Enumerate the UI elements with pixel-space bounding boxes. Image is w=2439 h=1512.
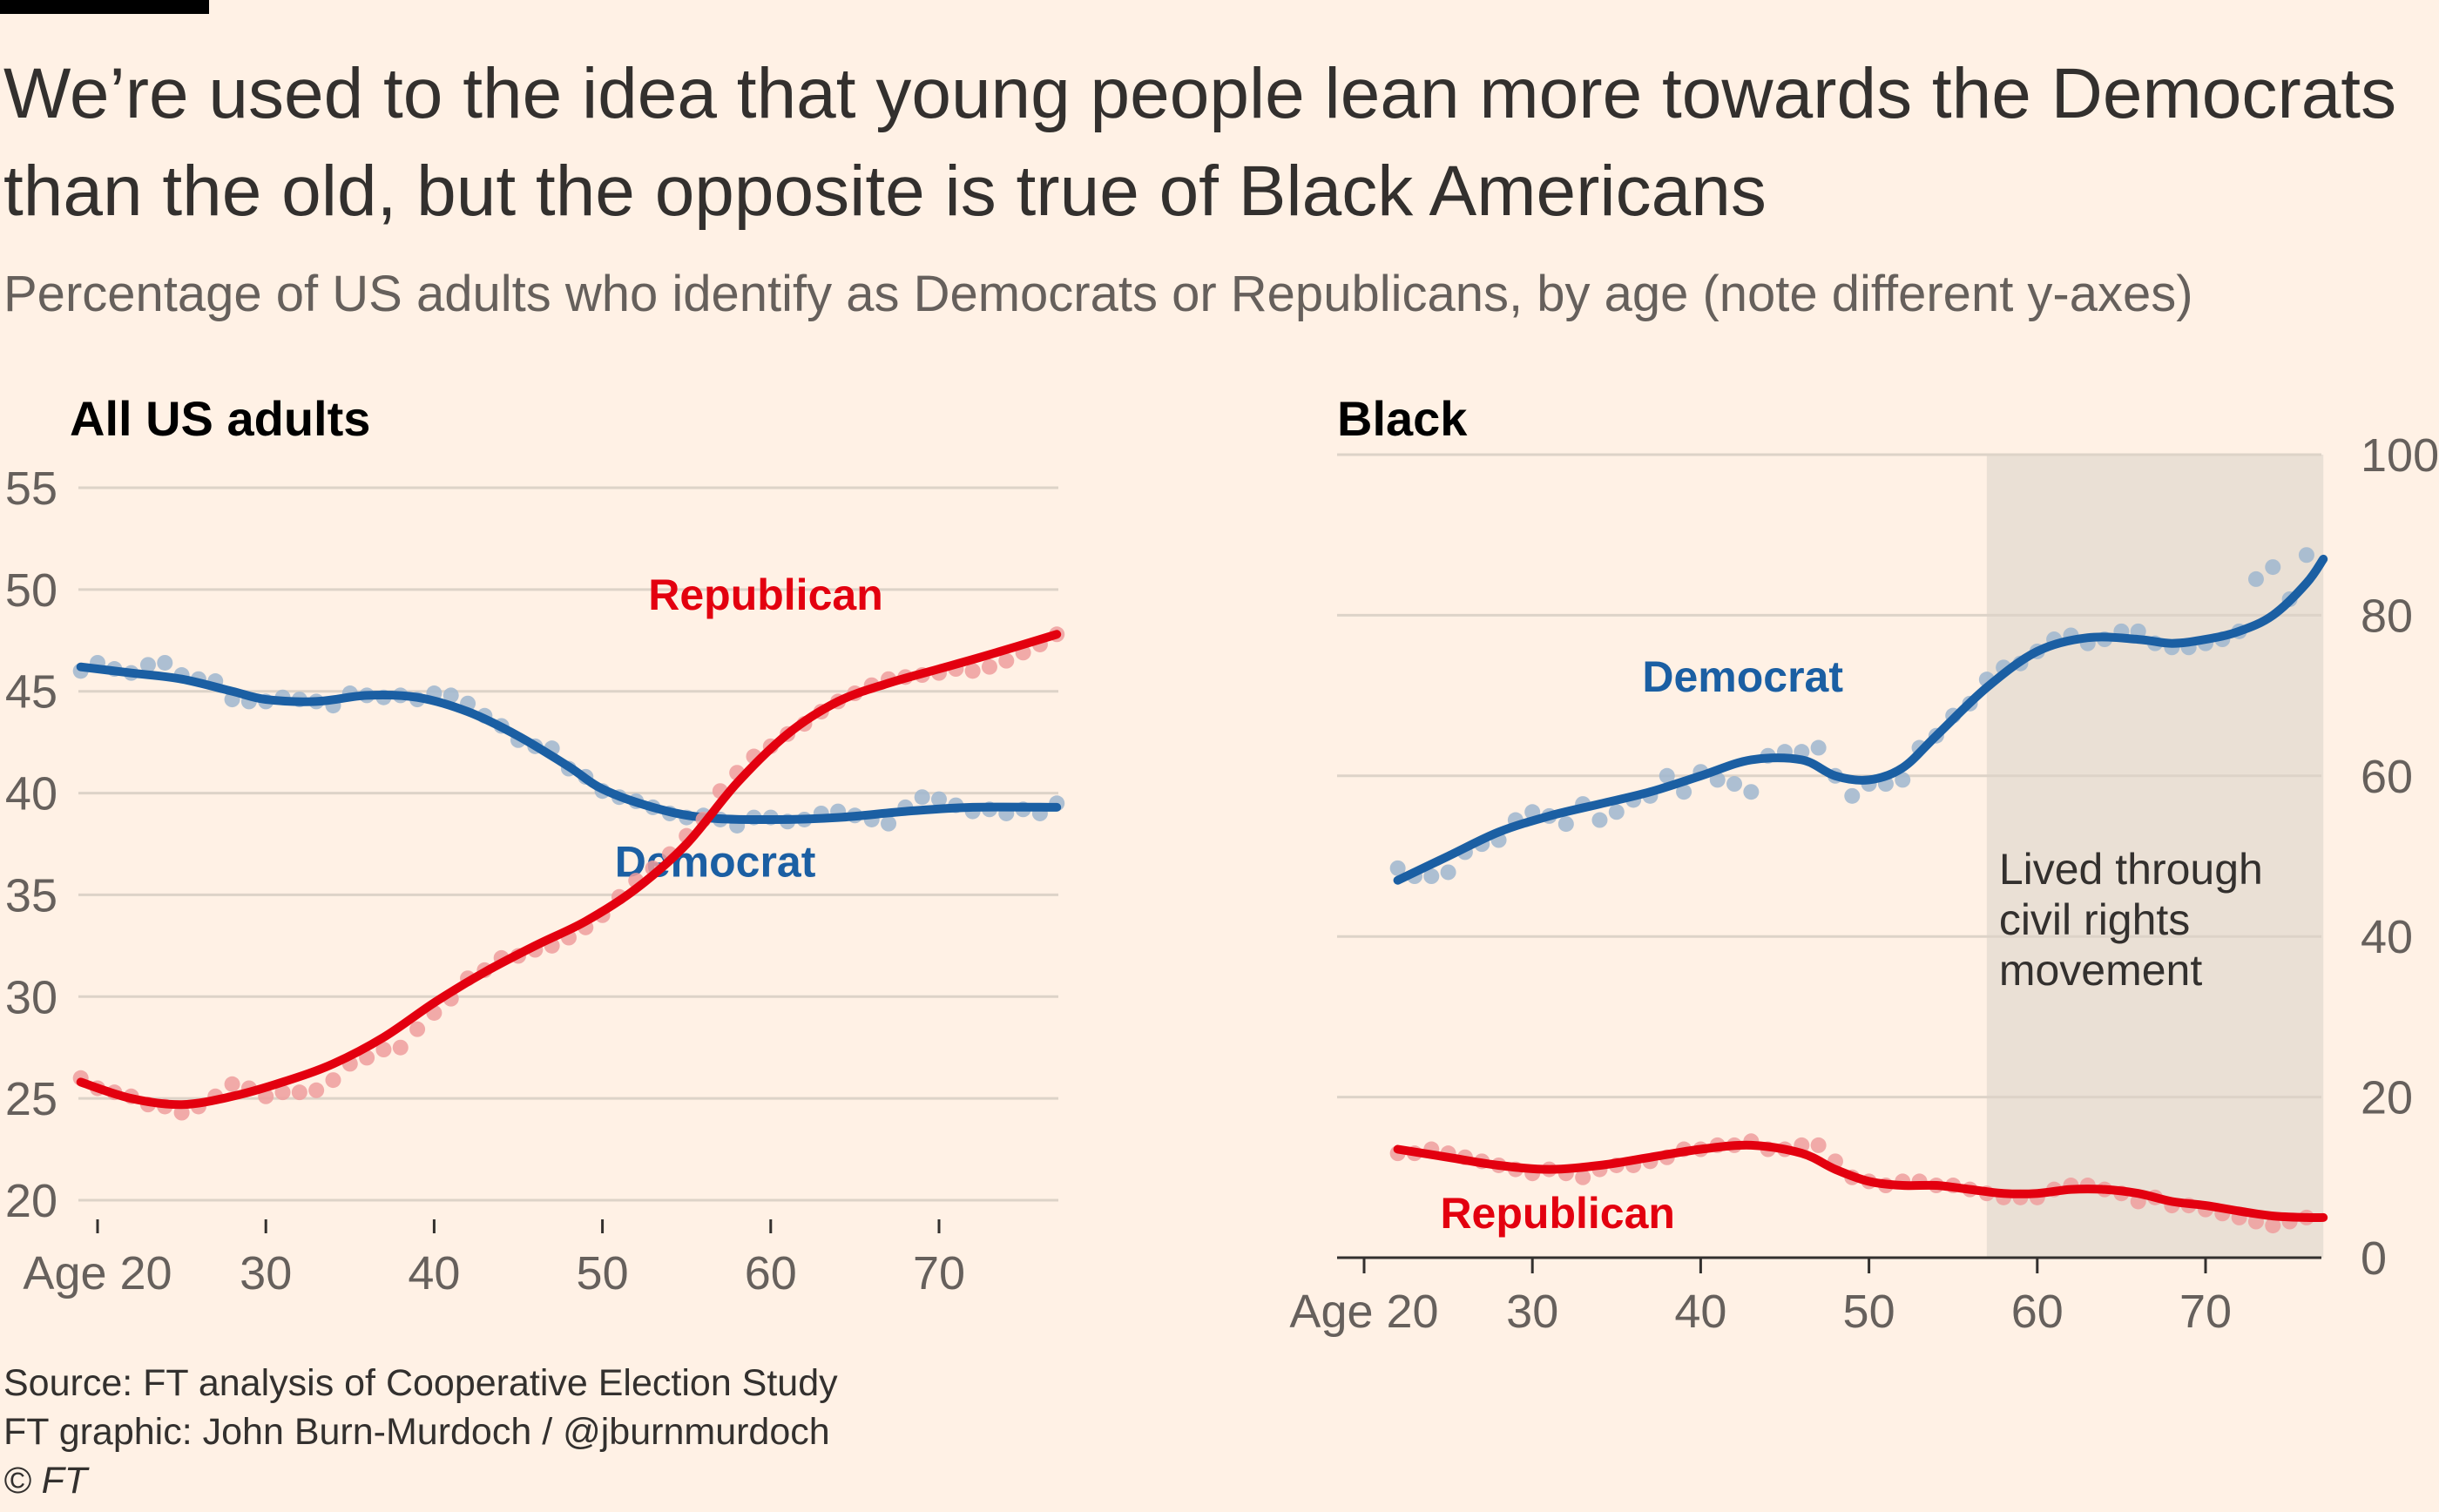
democrat-trend-line xyxy=(76,662,1062,824)
chart-title: We’re used to the idea that young people… xyxy=(3,54,2397,231)
shaded-region xyxy=(1986,455,2324,1258)
republican-data-point xyxy=(274,1084,291,1101)
x-tick-label: 40 xyxy=(1674,1286,1726,1338)
democrat-data-point xyxy=(1659,767,1675,784)
republican-data-point xyxy=(981,658,997,675)
chart-subtitle: Percentage of US adults who identify as … xyxy=(3,266,2193,322)
x-tick-label: 70 xyxy=(913,1247,965,1299)
democrat-data-point xyxy=(1810,739,1827,756)
republican-data-point xyxy=(392,1039,409,1056)
y-tick-label: 30 xyxy=(5,971,57,1023)
democrat-data-point xyxy=(1895,772,1911,788)
x-tick-label: Age 20 xyxy=(23,1247,172,1299)
democrat-data-point xyxy=(1389,860,1406,876)
y-tick-label: 50 xyxy=(5,564,57,617)
republican-data-point xyxy=(325,1072,341,1089)
y-tick-label: 100 xyxy=(2361,429,2439,482)
democrat-trend-line xyxy=(1393,554,2328,885)
republican-data-point xyxy=(409,1021,426,1037)
republican-data-point xyxy=(308,1082,325,1098)
ft-brand-bar xyxy=(0,0,209,14)
democrat-data-point xyxy=(1743,784,1760,800)
shaded-region-label: movement xyxy=(1999,946,2203,995)
x-tick-label: 30 xyxy=(240,1247,292,1299)
x-tick-label: 50 xyxy=(1843,1286,1895,1338)
republican-data-point xyxy=(998,652,1015,669)
y-tick-label: 35 xyxy=(5,869,57,921)
y-tick-label: 60 xyxy=(2361,751,2413,803)
democrat-data-point xyxy=(1591,812,1608,828)
chart-panel-all-us-adults: 20 25 30 35 40 45 50 55 Age 20 30 40 50 60 70 All US a… xyxy=(5,391,1065,1299)
democrat-data-point xyxy=(1726,776,1743,793)
x-tick-label: 30 xyxy=(1506,1286,1558,1338)
y-tick-label: 20 xyxy=(2361,1072,2413,1124)
democrat-data-point xyxy=(157,654,173,671)
y-tick-label: 20 xyxy=(5,1175,57,1227)
y-tick-label: 80 xyxy=(2361,590,2413,642)
republican-data-point xyxy=(1575,1169,1591,1185)
republican-data-point xyxy=(375,1042,392,1058)
republican-data-point xyxy=(1810,1137,1827,1153)
republican-data-point xyxy=(964,663,981,679)
x-tick-label: Age 20 xyxy=(1289,1286,1438,1338)
republican-series-label: Republican xyxy=(1440,1189,1674,1238)
graphic-credit: FT graphic: John Burn-Murdoch / @jburnmu… xyxy=(3,1411,830,1453)
y-tick-label: 40 xyxy=(5,768,57,820)
shaded-region-label: civil rights xyxy=(1999,895,2190,944)
democrat-data-point xyxy=(1608,804,1625,820)
democrat-data-point xyxy=(914,789,930,806)
y-tick-label: 40 xyxy=(2361,911,2413,963)
democrat-data-point xyxy=(1440,864,1456,881)
democrat-data-point xyxy=(2247,570,2264,587)
democrat-data-point xyxy=(1557,816,1574,833)
democrat-data-point xyxy=(931,791,947,807)
democrat-data-point xyxy=(139,657,156,673)
republican-series-label: Republican xyxy=(648,570,882,619)
source-note: Source: FT analysis of Cooperative Elect… xyxy=(3,1362,838,1404)
republican-trend-line xyxy=(76,630,1062,1110)
panel-title: All US adults xyxy=(70,391,370,446)
shaded-region-label: Lived through xyxy=(1999,845,2263,894)
republican-data-point xyxy=(291,1084,307,1101)
y-tick-label: 55 xyxy=(5,462,57,515)
republican-data-point xyxy=(2265,1218,2281,1234)
y-tick-label: 25 xyxy=(5,1073,57,1125)
republican-data-point xyxy=(224,1076,240,1092)
x-tick-label: 50 xyxy=(577,1247,629,1299)
democrat-series-label: Democrat xyxy=(1642,652,1843,701)
democrat-data-point xyxy=(1423,868,1440,885)
x-tick-label: 40 xyxy=(408,1247,460,1299)
republican-trend-line xyxy=(1393,1140,2328,1223)
x-tick-label: 60 xyxy=(745,1247,797,1299)
x-tick-label: 60 xyxy=(2011,1286,2064,1338)
footer: Source: FT analysis of Cooperative Elect… xyxy=(3,1359,838,1505)
democrat-data-point xyxy=(881,815,897,832)
democrat-data-point xyxy=(2265,559,2281,576)
x-tick-label: 70 xyxy=(2179,1286,2232,1338)
democrat-data-point xyxy=(2298,547,2314,564)
democrat-data-point xyxy=(1676,784,1692,800)
democrat-data-point xyxy=(443,687,459,704)
chart-panel-black: 0 20 40 60 80 100 Age 20 30 40 50 60 70 Black Lived t… xyxy=(1289,391,2439,1338)
democrat-data-point xyxy=(1844,787,1861,804)
y-tick-label: 0 xyxy=(2361,1232,2387,1285)
copyright-note: © FT xyxy=(3,1460,88,1502)
y-tick-label: 45 xyxy=(5,666,57,719)
panel-title: Black xyxy=(1337,391,1468,446)
